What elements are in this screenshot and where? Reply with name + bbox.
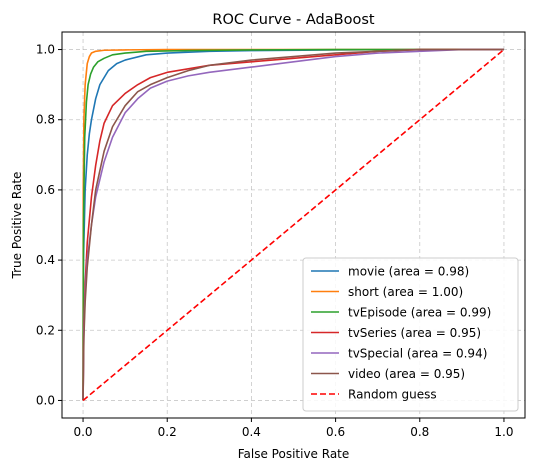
x-tick-label: 0.0 <box>73 425 92 439</box>
legend-label-random-guess: Random guess <box>348 388 437 402</box>
chart-title: ROC Curve - AdaBoost <box>212 12 374 28</box>
y-tick-label: 0.2 <box>36 323 55 337</box>
legend-label-tvepisode: tvEpisode (area = 0.99) <box>348 306 491 320</box>
legend-label-movie: movie (area = 0.98) <box>348 265 469 279</box>
legend-label-short: short (area = 1.00) <box>348 285 463 299</box>
legend-label-tvspecial: tvSpecial (area = 0.94) <box>348 347 487 361</box>
y-tick-label: 1.0 <box>36 43 55 57</box>
x-tick-label: 1.0 <box>494 425 513 439</box>
legend: movie (area = 0.98) short (area = 1.00) tv… <box>303 258 518 411</box>
y-tick-label: 0.0 <box>36 393 55 407</box>
legend-label-tvseries: tvSeries (area = 0.95) <box>348 326 481 340</box>
y-axis-title: True Positive Rate <box>10 172 24 280</box>
x-axis-title: False Positive Rate <box>238 447 350 461</box>
legend-label-video: video (area = 0.95) <box>348 367 465 381</box>
x-tick-label: 0.2 <box>158 425 177 439</box>
x-tick-label: 0.6 <box>326 425 345 439</box>
x-tick-label: 0.8 <box>410 425 429 439</box>
y-tick-label: 0.6 <box>36 183 55 197</box>
y-tick-label: 0.4 <box>36 253 55 267</box>
y-tick-label: 0.8 <box>36 113 55 127</box>
x-tick-label: 0.4 <box>242 425 261 439</box>
